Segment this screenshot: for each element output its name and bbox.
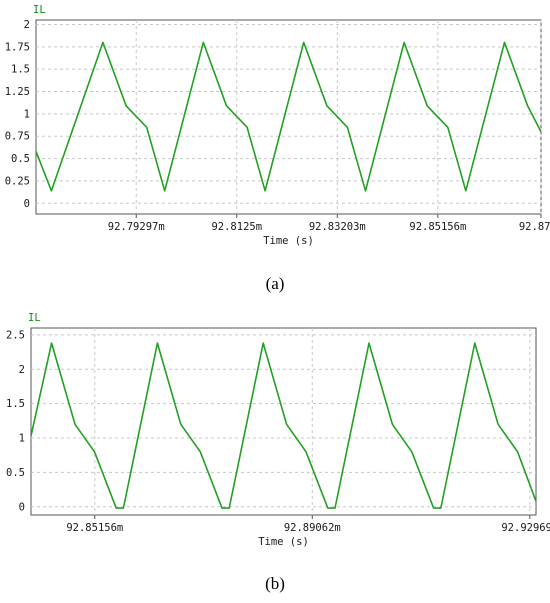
x-tick-label: 92.89062m — [284, 522, 341, 534]
y-tick-label: 2.5 — [6, 329, 25, 341]
x-tick-label: 92.79297m — [108, 221, 165, 233]
chart-panel-a: IL 0 0.25 0.5 0.75 1 1.25 1.5 1.75 2 92.79297m 92.8… — [0, 0, 550, 300]
x-tick-label: 92.92969m — [501, 522, 550, 534]
y-tick-label: 2 — [19, 364, 25, 376]
series-line-il — [31, 342, 536, 509]
chart-panel-b: IL 0 0.5 1 1.5 2 2.5 92.85156m 92.89062m 92.92969… — [0, 308, 550, 598]
caption-a: (a) — [265, 274, 285, 293]
y-tick-label: 2 — [24, 19, 30, 31]
series-label: IL — [33, 4, 46, 16]
y-tick-label: 1 — [24, 108, 30, 120]
y-tick-label: 1.75 — [5, 41, 30, 53]
plot-frame — [30, 327, 537, 516]
y-tick-label: 1.5 — [6, 398, 25, 410]
y-tick-label: 0 — [24, 198, 30, 210]
y-tick-label: 0.25 — [5, 175, 30, 187]
chart-b-svg: IL 0 0.5 1 1.5 2 2.5 92.85156m 92.89062m 92.92969… — [6, 312, 550, 548]
x-axis-label: Time (s) — [263, 235, 314, 247]
plot-frame — [35, 19, 542, 215]
x-axis-label: Time (s) — [258, 536, 309, 548]
y-tick-label: 0.5 — [6, 467, 25, 479]
y-tick-label: 1.5 — [11, 64, 30, 76]
x-tick-label: 92.83203m — [309, 221, 366, 233]
x-tick-label: 92.85156m — [66, 522, 123, 534]
caption-b: (b) — [265, 574, 285, 593]
y-tick-label: 1 — [19, 433, 25, 445]
x-tick-label: 92.8125m — [211, 221, 262, 233]
y-tick-label: 1.25 — [5, 86, 30, 98]
y-tick-label: 0.5 — [11, 153, 30, 165]
x-tick-label: 92.85156m — [409, 221, 466, 233]
series-label: IL — [28, 312, 41, 324]
chart-a-svg: IL 0 0.25 0.5 0.75 1 1.25 1.5 1.75 2 92.79297m 92.8… — [5, 4, 550, 247]
y-tick-label: 0 — [19, 501, 25, 513]
x-tick-label: 92.8716 — [519, 221, 550, 233]
y-tick-label: 0.75 — [5, 131, 30, 143]
series-line-il — [36, 41, 541, 192]
